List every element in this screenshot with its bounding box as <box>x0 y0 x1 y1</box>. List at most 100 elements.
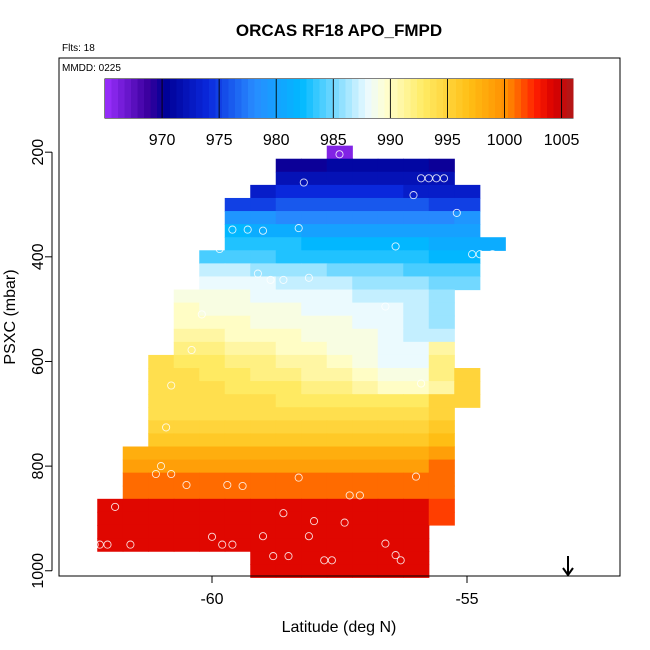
heatmap-cell <box>173 485 200 500</box>
heatmap-cell <box>403 276 430 291</box>
heatmap-cell <box>377 472 404 487</box>
heatmap-cell <box>275 315 302 330</box>
heatmap-cell <box>275 158 302 173</box>
heatmap-cell <box>454 250 481 264</box>
heatmap-cell <box>301 433 328 448</box>
colorbar-segment <box>547 79 554 118</box>
observation-point <box>103 540 112 549</box>
heatmap-cell <box>301 498 328 513</box>
observation-point <box>355 491 364 500</box>
observation-point <box>279 275 288 284</box>
colorbar-segment <box>475 79 483 118</box>
observation-point <box>215 244 224 254</box>
heatmap-cell <box>301 485 328 500</box>
observation-point <box>345 491 354 500</box>
heatmap-cell <box>250 472 277 487</box>
heatmap-cell <box>403 184 430 199</box>
heatmap-cell <box>148 446 175 461</box>
observation-point <box>228 225 237 234</box>
colorbar-segment <box>111 79 119 118</box>
heatmap-cell <box>352 224 379 238</box>
heatmap-cell <box>173 420 200 435</box>
heatmap-cell <box>250 446 277 461</box>
heatmap-cell <box>403 485 430 500</box>
observation-point <box>320 556 329 565</box>
heatmap-cell <box>428 250 455 264</box>
heatmap-cell <box>250 328 277 343</box>
heatmap-cell <box>326 302 353 317</box>
heatmap-cell <box>275 302 302 317</box>
y-axis: 200 400 600 800 1000 <box>30 139 53 589</box>
heatmap-cell <box>301 368 328 382</box>
heatmap-cell <box>352 158 379 173</box>
heatmap-cell <box>377 197 404 212</box>
heatmap-cell <box>326 263 353 278</box>
heatmap-cell <box>352 420 379 435</box>
observation-point <box>162 423 171 432</box>
heatmap-cell <box>275 564 302 578</box>
heatmap-cell <box>377 551 404 565</box>
heatmap-cell <box>275 498 302 513</box>
heatmap-cell <box>224 263 251 278</box>
plot-frame <box>58 57 621 577</box>
colorbar-segment <box>553 79 561 118</box>
heatmap-cell <box>199 538 226 552</box>
y-tick-label: 800 <box>30 453 47 480</box>
heatmap-cell <box>275 446 302 461</box>
heatmap-cell <box>428 381 455 395</box>
colorbar-tick-label: 975 <box>206 132 233 149</box>
heatmap-cell <box>326 446 353 461</box>
heatmap-cell <box>250 211 277 225</box>
observation-point <box>126 540 135 549</box>
colorbar-segment <box>222 79 229 118</box>
heatmap-cell <box>173 511 200 526</box>
colorbar-segment <box>202 79 210 118</box>
heatmap-cell <box>428 446 455 461</box>
observation-point <box>253 269 262 278</box>
heatmap-cell <box>173 354 200 369</box>
observation-point <box>111 502 120 511</box>
heatmap-cell <box>326 511 353 526</box>
heatmap-cell <box>377 158 404 173</box>
colorbar-segment <box>137 79 145 118</box>
heatmap-cell <box>428 341 455 356</box>
date-label: MMDD: 0225 <box>62 63 121 74</box>
heatmap-cell <box>326 394 353 408</box>
heatmap-cell <box>301 289 328 304</box>
heatmap-cell <box>454 184 481 199</box>
heatmap-cell <box>250 315 277 330</box>
colorbar-segment <box>449 79 457 118</box>
heatmap-cell <box>250 237 277 251</box>
heatmap-cell <box>454 197 481 212</box>
heatmap-cell <box>250 354 277 369</box>
observation-point <box>269 552 278 561</box>
colorbar-segment <box>300 79 307 118</box>
y-tick-label: 200 <box>30 139 47 166</box>
heatmap-cell <box>352 511 379 526</box>
colorbar-segment <box>482 79 489 118</box>
observation-point <box>182 480 191 490</box>
observation-point <box>335 150 344 159</box>
heatmap-cell <box>250 485 277 500</box>
colorbar-segment <box>404 79 411 118</box>
colorbar-segment <box>527 79 535 118</box>
observation-point <box>304 532 313 541</box>
heatmap-cell <box>403 381 430 395</box>
heatmap-cell <box>403 158 430 173</box>
heatmap-cell <box>275 538 302 552</box>
colorbar-segment <box>293 79 301 118</box>
observation-point <box>309 517 319 526</box>
colorbar-segment <box>378 79 385 118</box>
colorbar-segment <box>352 79 359 118</box>
colorbar-segment <box>131 79 138 118</box>
colorbar-segment <box>267 79 275 118</box>
heatmap-cell <box>377 368 404 382</box>
heatmap-cell <box>326 524 353 539</box>
heatmap-cell <box>301 394 328 408</box>
heatmap-cell <box>403 433 430 448</box>
heatmap-cell <box>428 420 455 435</box>
heatmap-cell <box>326 145 353 160</box>
colorbar-segment <box>456 79 463 118</box>
heatmap-cell <box>352 237 379 251</box>
heatmap-cell <box>428 289 455 304</box>
